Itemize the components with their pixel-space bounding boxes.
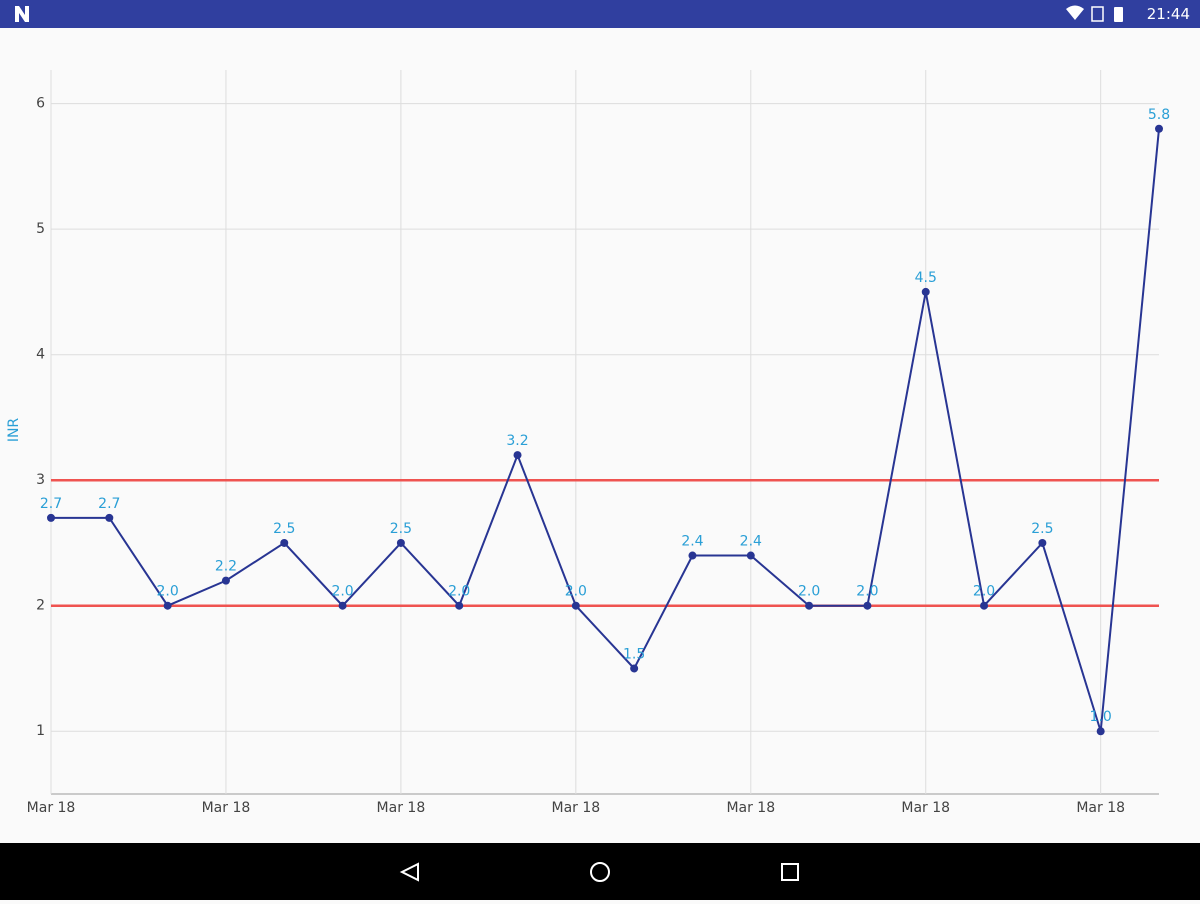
home-button[interactable] (590, 862, 610, 882)
data-point (863, 601, 872, 610)
data-label: 4.5 (915, 270, 937, 286)
navigation-bar (0, 843, 1200, 900)
chart: 1 2 3 4 5 6 Mar 18 Mar 18 Mar 18 Mar 18 Mar 18 Mar … (6, 70, 1170, 816)
data-label: 2.0 (448, 584, 470, 600)
y-axis-label: INR (6, 418, 22, 443)
data-label: 3.2 (506, 433, 528, 449)
nav-buttons (399, 862, 799, 882)
data-point (571, 601, 580, 610)
x-tick-label: Mar 18 (551, 800, 600, 816)
data-label: 2.0 (331, 584, 353, 600)
data-point (1038, 538, 1047, 547)
data-label: 1.0 (1090, 709, 1112, 725)
data-label: 2.0 (973, 584, 995, 600)
x-tick-label: Mar 18 (377, 800, 426, 816)
y-tick-label: 5 (36, 221, 45, 237)
data-label: 1.5 (623, 646, 645, 662)
data-point (746, 551, 755, 560)
data-point (1155, 124, 1163, 133)
app-icon (15, 6, 29, 22)
data-label: 2.5 (390, 521, 412, 537)
data-point (688, 551, 697, 560)
data-point (980, 601, 989, 610)
x-tick-label: Mar 18 (1076, 800, 1125, 816)
data-label: 2.7 (40, 496, 62, 512)
recents-button[interactable] (781, 863, 799, 881)
y-tick-label: 2 (36, 598, 45, 614)
x-tick-label: Mar 18 (27, 800, 76, 816)
data-point (921, 287, 930, 296)
y-tick-label: 3 (36, 472, 45, 488)
data-point (221, 576, 230, 585)
data-label: 2.4 (740, 534, 762, 550)
y-tick-label: 1 (36, 723, 45, 739)
data-label: 2.5 (1031, 521, 1053, 537)
data-point (47, 513, 55, 522)
data-point (163, 601, 172, 610)
x-tick-label: Mar 18 (202, 800, 251, 816)
data-label: 2.4 (681, 534, 703, 550)
status-icons (1066, 5, 1123, 22)
data-label: 2.0 (856, 584, 878, 600)
data-label: 2.0 (798, 584, 820, 600)
data-point (105, 513, 114, 522)
data-point (630, 664, 639, 673)
data-label: 2.2 (215, 559, 237, 575)
data-point (513, 451, 522, 460)
data-point (1096, 727, 1105, 736)
data-point (805, 601, 814, 610)
data-line (51, 128, 1160, 732)
data-label: 5.8 (1148, 107, 1170, 123)
status-bar: 21:44 (0, 0, 1200, 28)
data-label: 2.7 (98, 496, 120, 512)
data-label: 2.0 (565, 584, 587, 600)
data-label: 2.0 (156, 584, 178, 600)
data-point (396, 538, 405, 547)
data-point (338, 601, 347, 610)
back-button[interactable] (399, 862, 419, 882)
x-tick-label: Mar 18 (901, 800, 950, 816)
data-point (455, 601, 464, 610)
y-tick-label: 6 (36, 96, 45, 112)
data-label: 2.5 (273, 521, 295, 537)
y-tick-label: 4 (36, 347, 45, 363)
clock: 21:44 (1146, 5, 1190, 23)
data-point (280, 538, 289, 547)
x-tick-label: Mar 18 (726, 800, 775, 816)
